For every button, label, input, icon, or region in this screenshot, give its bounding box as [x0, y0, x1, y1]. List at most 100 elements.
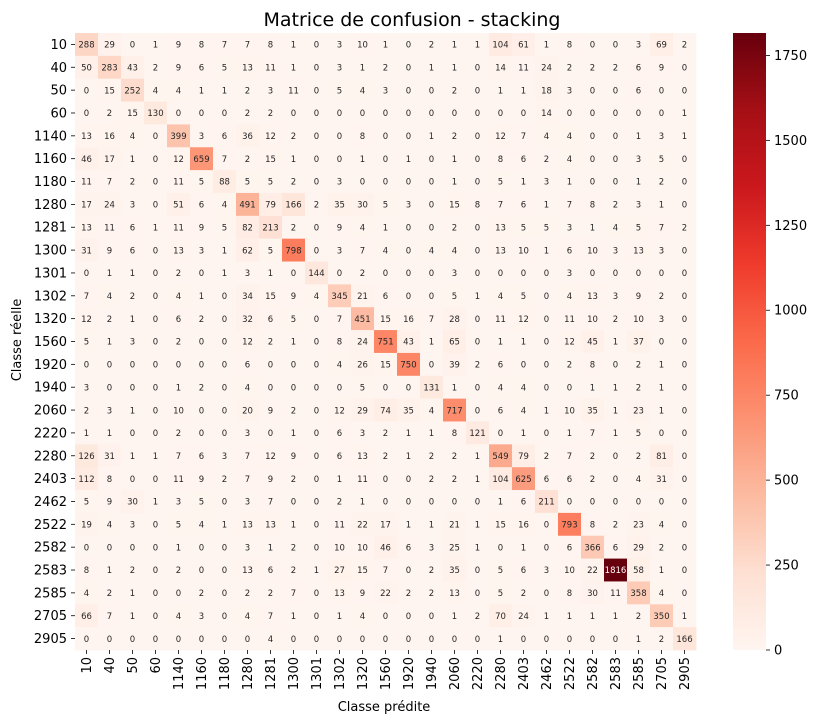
cell-value-label: 0	[153, 612, 158, 622]
heatmap-cell	[236, 192, 260, 217]
cell-value-label: 2	[567, 63, 572, 73]
heatmap-cell	[581, 535, 605, 559]
cell-value-label: 1	[130, 612, 135, 622]
cell-value-label: 0	[153, 338, 158, 348]
heatmap-cell	[121, 444, 145, 468]
cell-value-label: 0	[337, 383, 342, 393]
cell-value-label: 35	[449, 566, 460, 576]
heatmap-cell	[627, 467, 651, 491]
heatmap-cell	[558, 535, 582, 559]
cell-value-label: 0	[475, 635, 480, 645]
cell-value-label: 0	[383, 109, 388, 119]
cell-value-label: 0	[682, 86, 687, 96]
heatmap-cell	[443, 581, 467, 605]
cell-value-label: 4	[360, 612, 365, 622]
cell-value-label: 0	[682, 361, 687, 371]
cell-value-label: 1	[590, 223, 595, 233]
cell-value-label: 2	[429, 566, 434, 576]
heatmap-cell	[673, 581, 697, 605]
heatmap-cell	[558, 444, 582, 468]
heatmap-cell	[305, 604, 329, 628]
cell-value-label: 1	[84, 429, 89, 439]
cell-value-label: 69	[656, 41, 667, 51]
heatmap-cell	[213, 581, 237, 605]
heatmap-cell	[558, 238, 582, 262]
cell-value-label: 30	[357, 201, 368, 211]
heatmap-cell	[466, 307, 490, 331]
heatmap-cell	[443, 421, 467, 445]
cell-value-label: 0	[153, 292, 158, 302]
heatmap-cell	[627, 147, 651, 171]
heatmap-cell	[98, 490, 122, 514]
cell-value-label: 2	[590, 63, 595, 73]
heatmap-cell	[512, 124, 536, 148]
cell-value-label: 2	[590, 475, 595, 485]
cell-value-label: 2	[452, 475, 457, 485]
cell-value-label: 4	[659, 589, 664, 599]
heatmap-cell	[98, 284, 122, 308]
heatmap-cell	[535, 261, 559, 285]
cell-value-label: 0	[130, 635, 135, 645]
heatmap-cell	[351, 512, 375, 537]
cell-value-label: 10	[587, 246, 598, 256]
heatmap-cell	[236, 581, 260, 605]
heatmap-cell	[489, 307, 513, 331]
cell-value-label: 5	[659, 155, 664, 165]
heatmap-cell	[328, 558, 352, 582]
cell-value-label: 8	[590, 201, 595, 211]
heatmap-cell	[213, 147, 237, 171]
cell-value-label: 0	[291, 361, 296, 371]
cell-value-label: 5	[268, 246, 273, 256]
heatmap-cell	[98, 33, 122, 57]
cell-value-label: 0	[199, 361, 204, 371]
cell-value-label: 0	[314, 521, 319, 531]
cell-value-label: 8	[199, 41, 204, 51]
heatmap-cell	[420, 192, 444, 217]
heatmap-cell	[167, 398, 191, 422]
cell-value-label: 10	[633, 315, 644, 325]
cell-value-label: 0	[475, 315, 480, 325]
heatmap-cell	[351, 124, 375, 148]
cell-value-label: 0	[268, 383, 273, 393]
cell-value-label: 1	[383, 41, 388, 51]
heatmap-cell	[98, 398, 122, 422]
x-tick-label: 10	[80, 657, 95, 674]
x-tick-label: 1320	[356, 657, 371, 690]
cell-value-label: 1	[429, 63, 434, 73]
heatmap-cell	[650, 215, 674, 240]
cell-value-label: 3	[107, 406, 112, 416]
heatmap-cell	[489, 558, 513, 582]
heatmap-cell	[351, 330, 375, 354]
heatmap-cell	[489, 124, 513, 148]
heatmap-cell	[512, 375, 536, 400]
heatmap-cell	[282, 421, 306, 445]
cell-value-label: 12	[265, 452, 276, 462]
heatmap-cell	[213, 352, 237, 377]
cell-value-label: 0	[337, 132, 342, 142]
heatmap-cell	[535, 307, 559, 331]
cell-value-label: 1	[498, 635, 503, 645]
heatmap-cell	[650, 238, 674, 262]
heatmap-cell	[190, 421, 214, 445]
cell-value-label: 11	[564, 315, 575, 325]
heatmap-cell	[627, 192, 651, 217]
cell-value-label: 1	[590, 612, 595, 622]
cell-value-label: 5	[222, 63, 227, 73]
cell-value-label: 6	[268, 315, 273, 325]
cell-value-label: 0	[682, 406, 687, 416]
heatmap-cell	[443, 192, 467, 217]
cell-value-label: 6	[199, 63, 204, 73]
heatmap-cell	[75, 535, 99, 559]
heatmap-cell	[466, 490, 490, 514]
cell-value-label: 0	[314, 498, 319, 508]
cell-value-label: 3	[636, 201, 641, 211]
heatmap-cell	[351, 375, 375, 400]
heatmap-cell	[190, 604, 214, 628]
heatmap-cell	[351, 581, 375, 605]
heatmap-cell	[604, 375, 628, 400]
heatmap-cell	[512, 33, 536, 57]
y-tick-label: 60	[50, 106, 67, 121]
cell-value-label: 0	[521, 635, 526, 645]
cell-value-label: 1	[429, 521, 434, 531]
cell-value-label: 1	[521, 86, 526, 96]
